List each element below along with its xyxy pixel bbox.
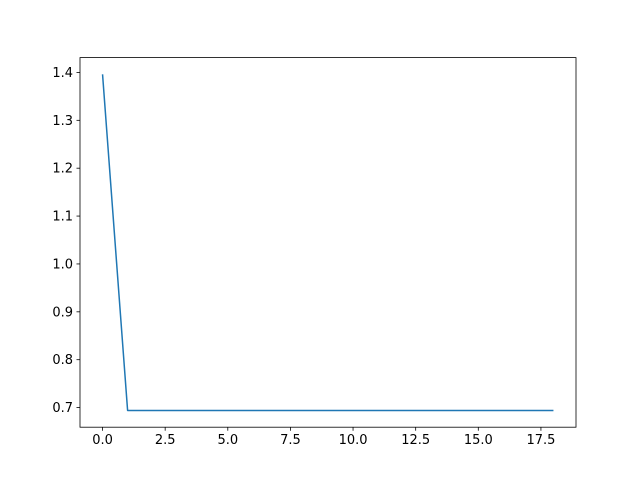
data-line [101, 74, 554, 412]
x-tick-label: 0.0 [92, 433, 113, 448]
y-tick-label: 0.8 [52, 353, 73, 368]
y-tick-label: 1.4 [52, 66, 73, 81]
x-tick-label: 10.0 [339, 433, 368, 448]
x-tick-label: 5.0 [217, 433, 238, 448]
y-tick-label: 1.1 [52, 210, 73, 225]
x-tick-label: 2.5 [155, 433, 176, 448]
y-tick-label: 0.9 [52, 305, 73, 320]
plot-area [80, 57, 576, 428]
x-tick-label: 7.5 [280, 433, 301, 448]
y-tick-label: 0.7 [52, 401, 73, 416]
axes-frame [79, 57, 577, 428]
y-tick-label: 1.2 [52, 162, 73, 177]
y-tick-label: 1.3 [52, 114, 73, 129]
x-tick-label: 17.5 [526, 433, 555, 448]
x-tick-label: 15.0 [464, 433, 493, 448]
y-tick-label: 1.0 [52, 257, 73, 272]
x-tick-label: 12.5 [401, 433, 430, 448]
